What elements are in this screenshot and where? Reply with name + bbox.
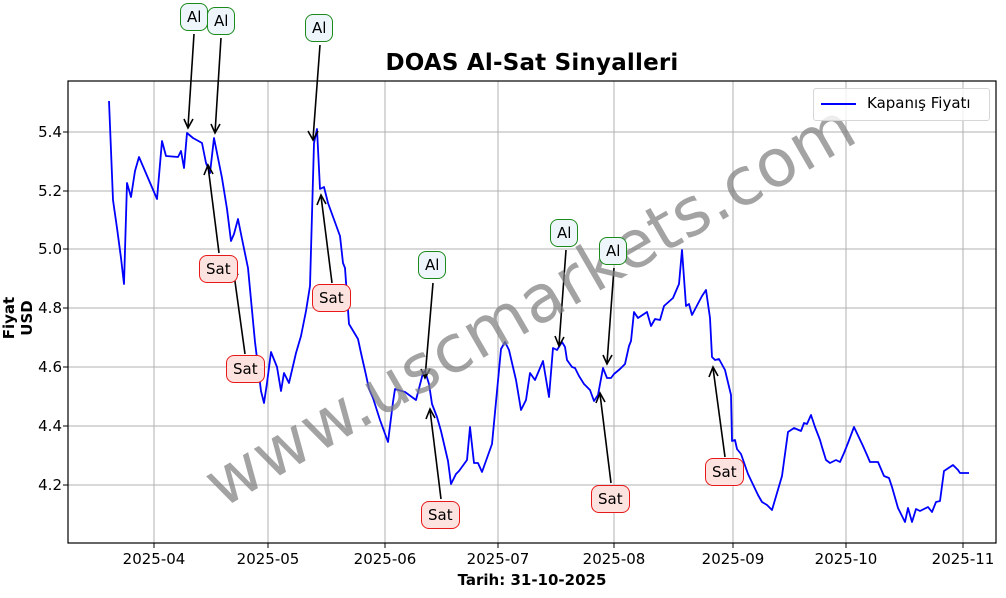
legend: Kapanış Fiyatı: [813, 88, 990, 121]
buy-signal-badge: Al: [305, 14, 334, 42]
x-tick: 2025-07: [466, 550, 530, 568]
buy-signal-badge: Al: [180, 3, 209, 31]
signal-arrows: [183, 33, 726, 500]
chart-title: DOAS Al-Sat Sinyalleri: [385, 50, 679, 76]
price-line: [108, 100, 969, 523]
sell-signal-badge: Sat: [226, 355, 265, 383]
x-axis-label: Tarih: 31-10-2025: [457, 571, 607, 589]
legend-label: Kapanış Fiyatı: [867, 94, 971, 112]
y-tick: 5.0: [38, 240, 62, 258]
axis-ticks: [63, 131, 964, 548]
legend-line-swatch: [821, 103, 856, 105]
y-tick: 4.2: [38, 476, 62, 494]
axes-frame: [67, 80, 997, 544]
x-tick: 2025-11: [931, 550, 995, 568]
x-tick: 2025-06: [353, 550, 417, 568]
grid-lines: [68, 81, 996, 543]
buy-signal-badge: Al: [207, 7, 236, 35]
y-tick: 5.4: [38, 123, 62, 141]
x-tick: 2025-09: [701, 550, 765, 568]
y-tick: 4.6: [38, 358, 62, 376]
x-tick: 2025-04: [122, 550, 186, 568]
sell-signal-badge: Sat: [312, 284, 351, 312]
x-tick: 2025-05: [236, 550, 300, 568]
x-tick: 2025-10: [814, 550, 878, 568]
buy-signal-badge: Al: [599, 237, 628, 265]
y-tick: 4.4: [38, 417, 62, 435]
x-tick: 2025-08: [582, 550, 646, 568]
y-tick: 4.8: [38, 299, 62, 317]
buy-signal-badge: Al: [550, 219, 579, 247]
sell-signal-badge: Sat: [591, 485, 630, 513]
y-axis-label: Fiyat USD: [0, 296, 36, 340]
sell-signal-badge: Sat: [705, 458, 744, 486]
buy-signal-badge: Al: [418, 251, 447, 279]
sell-signal-badge: Sat: [199, 255, 238, 283]
y-tick: 5.2: [38, 182, 62, 200]
sell-signal-badge: Sat: [421, 501, 460, 529]
